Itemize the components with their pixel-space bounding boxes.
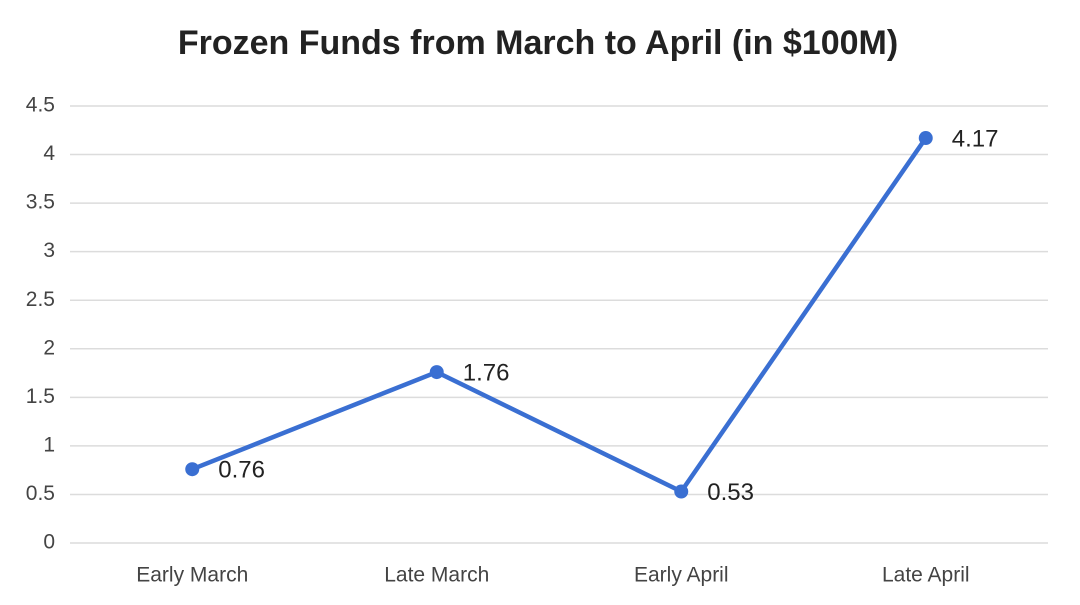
chart-title: Frozen Funds from March to April (in $10… [178, 24, 898, 62]
data-label: 1.76 [463, 359, 510, 386]
y-tick-label: 2.5 [26, 288, 55, 311]
x-tick-label: Late April [882, 564, 970, 587]
y-tick-label: 1 [43, 433, 55, 456]
y-tick-label: 1.5 [26, 385, 55, 408]
y-tick-label: 0.5 [26, 482, 55, 505]
data-label: 0.76 [218, 457, 265, 484]
y-tick-label: 3 [43, 239, 55, 262]
x-tick-label: Late March [384, 564, 489, 587]
point [674, 484, 689, 499]
data-label: 4.17 [952, 125, 999, 152]
point [918, 131, 933, 146]
x-tick-label: Early April [634, 564, 729, 587]
line [191, 136, 928, 494]
point [185, 462, 200, 477]
y-tick-label: 4 [43, 142, 55, 165]
y-tick-label: 4.5 [26, 94, 55, 117]
y-tick-label: 0 [43, 531, 55, 554]
y-tick-label: 2 [43, 336, 55, 359]
point [429, 365, 444, 380]
data-label: 0.53 [707, 479, 754, 506]
x-tick-label: Early March [136, 564, 248, 587]
y-tick-label: 3.5 [26, 191, 55, 214]
